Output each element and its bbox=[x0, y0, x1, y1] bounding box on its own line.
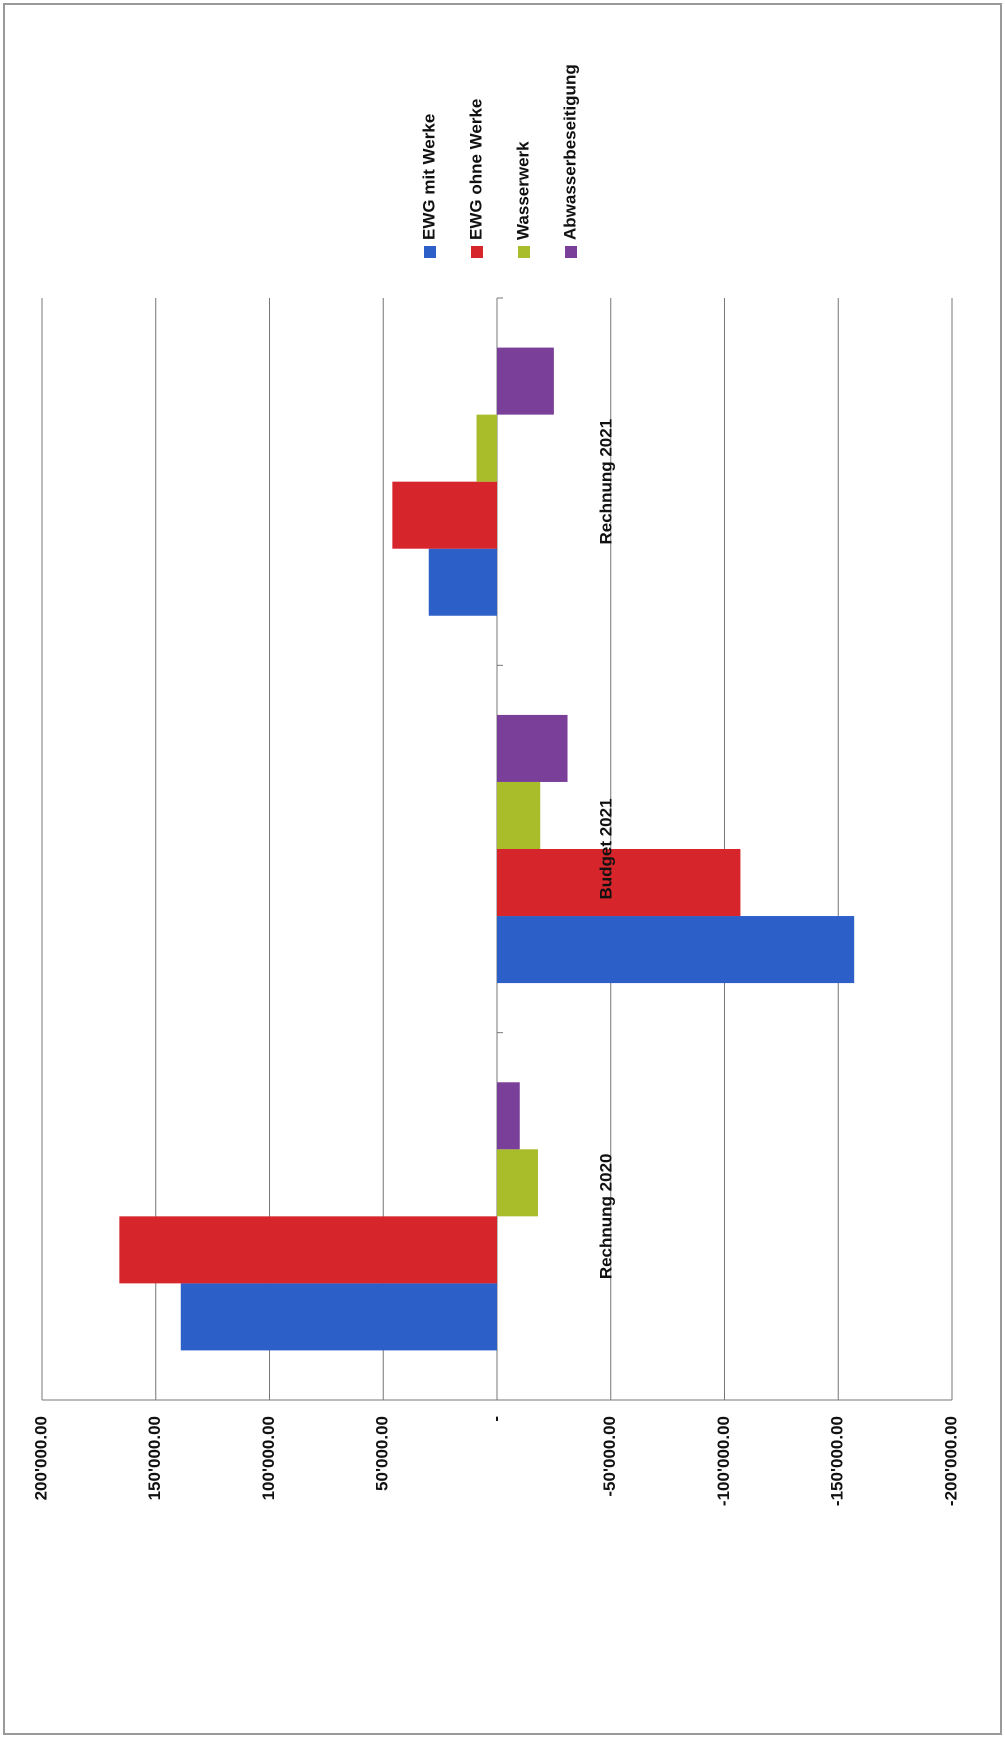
y-tick-label: -200'000.00 bbox=[941, 1416, 960, 1506]
y-tick-label: - bbox=[486, 1416, 505, 1422]
bar bbox=[497, 1149, 538, 1217]
y-tick-label: -150'000.00 bbox=[828, 1416, 847, 1506]
chart-border bbox=[3, 3, 1002, 1735]
y-tick-label: 100'000.00 bbox=[259, 1416, 278, 1500]
y-tick-label: 200'000.00 bbox=[31, 1416, 50, 1500]
bar bbox=[180, 1283, 497, 1351]
y-tick-label: -100'000.00 bbox=[714, 1416, 733, 1506]
legend-swatch bbox=[565, 246, 577, 258]
y-tick-label: 50'000.00 bbox=[373, 1416, 392, 1491]
bar bbox=[497, 916, 855, 984]
legend-swatch bbox=[518, 246, 530, 258]
legend-label: Wasserwerk bbox=[513, 141, 532, 240]
category-label: Rechnung 2020 bbox=[596, 1154, 615, 1280]
bar bbox=[428, 548, 497, 616]
bar bbox=[497, 1082, 520, 1150]
legend-label: EWG mit Werke bbox=[419, 114, 438, 240]
legend-swatch bbox=[471, 246, 483, 258]
category-label: Rechnung 2021 bbox=[596, 419, 615, 545]
y-tick-label: 150'000.00 bbox=[145, 1416, 164, 1500]
y-tick-label: -50'000.00 bbox=[600, 1416, 619, 1497]
legend-swatch bbox=[424, 246, 436, 258]
legend-label: EWG ohne Werke bbox=[466, 99, 485, 240]
bar bbox=[392, 481, 498, 549]
rotated-plot: -200'000.00-150'000.00-100'000.00-50'000… bbox=[31, 64, 960, 1506]
category-label: Budget 2021 bbox=[596, 798, 615, 899]
bar bbox=[497, 714, 568, 782]
legend-label: Abwasserbeseitigung bbox=[560, 64, 579, 240]
bar bbox=[476, 414, 497, 482]
bar bbox=[497, 849, 741, 917]
bar bbox=[119, 1216, 497, 1284]
bar bbox=[497, 781, 541, 849]
bar bbox=[497, 347, 554, 415]
